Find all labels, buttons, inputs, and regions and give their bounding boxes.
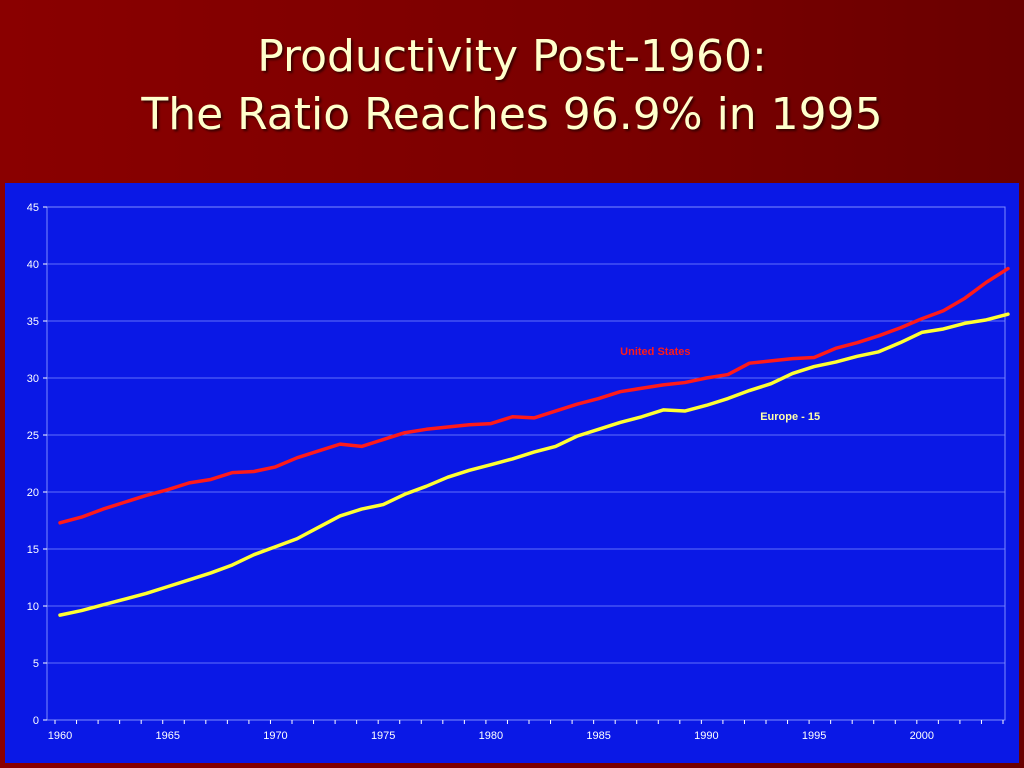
x-tick-label: 1960 xyxy=(48,730,72,742)
series-line-united-states xyxy=(58,266,1010,525)
series-label-europe-15: Europe - 15 xyxy=(760,411,820,423)
y-tick-label: 35 xyxy=(27,316,39,328)
x-tick-label: 1975 xyxy=(371,730,395,742)
series-line-europe-15 xyxy=(58,312,1010,617)
x-tick-label: 1985 xyxy=(586,730,610,742)
series-labels: United States Europe - 15 xyxy=(620,346,820,423)
y-tick-label: 10 xyxy=(27,601,39,613)
slide-title: Productivity Post-1960: The Ratio Reache… xyxy=(0,28,1024,144)
x-tick-label: 1970 xyxy=(263,730,287,742)
y-tick-label: 30 xyxy=(27,373,39,385)
y-tick-label: 20 xyxy=(27,487,39,499)
y-tick-label: 15 xyxy=(27,544,39,556)
chart-panel: 0 5 10 15 20 25 30 35 40 45 1960 1965 1970 1975 1980 1… xyxy=(5,183,1019,763)
title-line-1: Productivity Post-1960: xyxy=(257,31,767,82)
series-lines xyxy=(58,266,1010,617)
x-tick-label: 1980 xyxy=(479,730,503,742)
y-tick-label: 45 xyxy=(27,202,39,214)
gridlines xyxy=(47,206,1005,664)
series-label-united-states: United States xyxy=(620,346,690,358)
y-axis-ticks: 0 5 10 15 20 25 30 35 40 45 xyxy=(27,202,47,727)
y-tick-label: 5 xyxy=(33,658,39,670)
y-tick-label: 40 xyxy=(27,259,39,271)
y-tick-label: 25 xyxy=(27,430,39,442)
title-line-2: The Ratio Reaches 96.9% in 1995 xyxy=(141,89,883,140)
x-tick-label: 1990 xyxy=(694,730,718,742)
plot-area-frame xyxy=(46,206,1006,721)
x-tick-label: 1995 xyxy=(802,730,826,742)
x-tick-label: 2000 xyxy=(910,730,934,742)
y-tick-label: 0 xyxy=(33,715,39,727)
x-axis-ticks: 1960 1965 1970 1975 1980 1985 1990 1995 2000 xyxy=(48,720,1004,742)
x-tick-label: 1965 xyxy=(155,730,179,742)
